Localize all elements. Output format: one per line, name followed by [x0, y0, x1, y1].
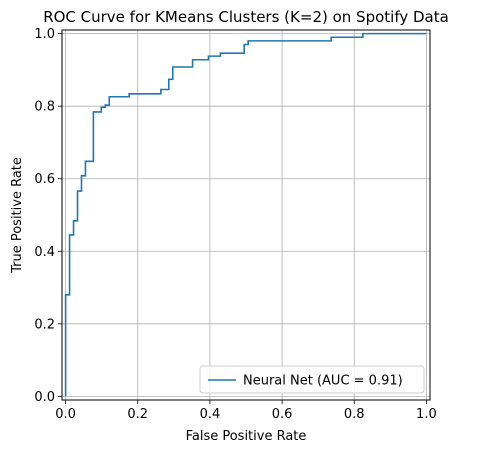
x-tick-label: 0.0: [55, 407, 76, 422]
y-tick-label: 0.0: [34, 390, 55, 405]
x-tick-label: 0.4: [200, 407, 221, 422]
series-layer: [64, 32, 427, 397]
x-tick-label: 0.6: [272, 407, 293, 422]
roc-curve-line: [64, 32, 427, 397]
legend: Neural Net (AUC = 0.91): [199, 365, 425, 394]
y-tick-label: 0.2: [34, 317, 55, 332]
y-tick-label: 0.6: [34, 172, 55, 187]
x-tick-label: 0.2: [127, 407, 148, 422]
y-tick-label: 0.8: [34, 100, 55, 115]
legend-label: Neural Net (AUC = 0.91): [243, 374, 403, 389]
x-tick-label: 0.8: [344, 407, 365, 422]
plot-frame: [61, 29, 431, 401]
x-axis-label: False Positive Rate: [186, 429, 307, 444]
legend-box: [199, 365, 425, 394]
x-tick-label: 1.0: [416, 407, 437, 422]
grid-lines: [62, 30, 430, 400]
y-axis-label: True Positive Rate: [10, 157, 25, 274]
y-tick-label: 0.4: [34, 245, 55, 260]
axis-ticks: [58, 33, 427, 404]
tick-labels: 0.0 0.2 0.4 0.6 0.8 1.0 0.0 0.2 0.4 0.6 0.8 1.0: [34, 27, 436, 422]
y-tick-label: 1.0: [34, 27, 55, 42]
chart-title: ROC Curve for KMeans Clusters (K=2) on S…: [43, 8, 449, 26]
